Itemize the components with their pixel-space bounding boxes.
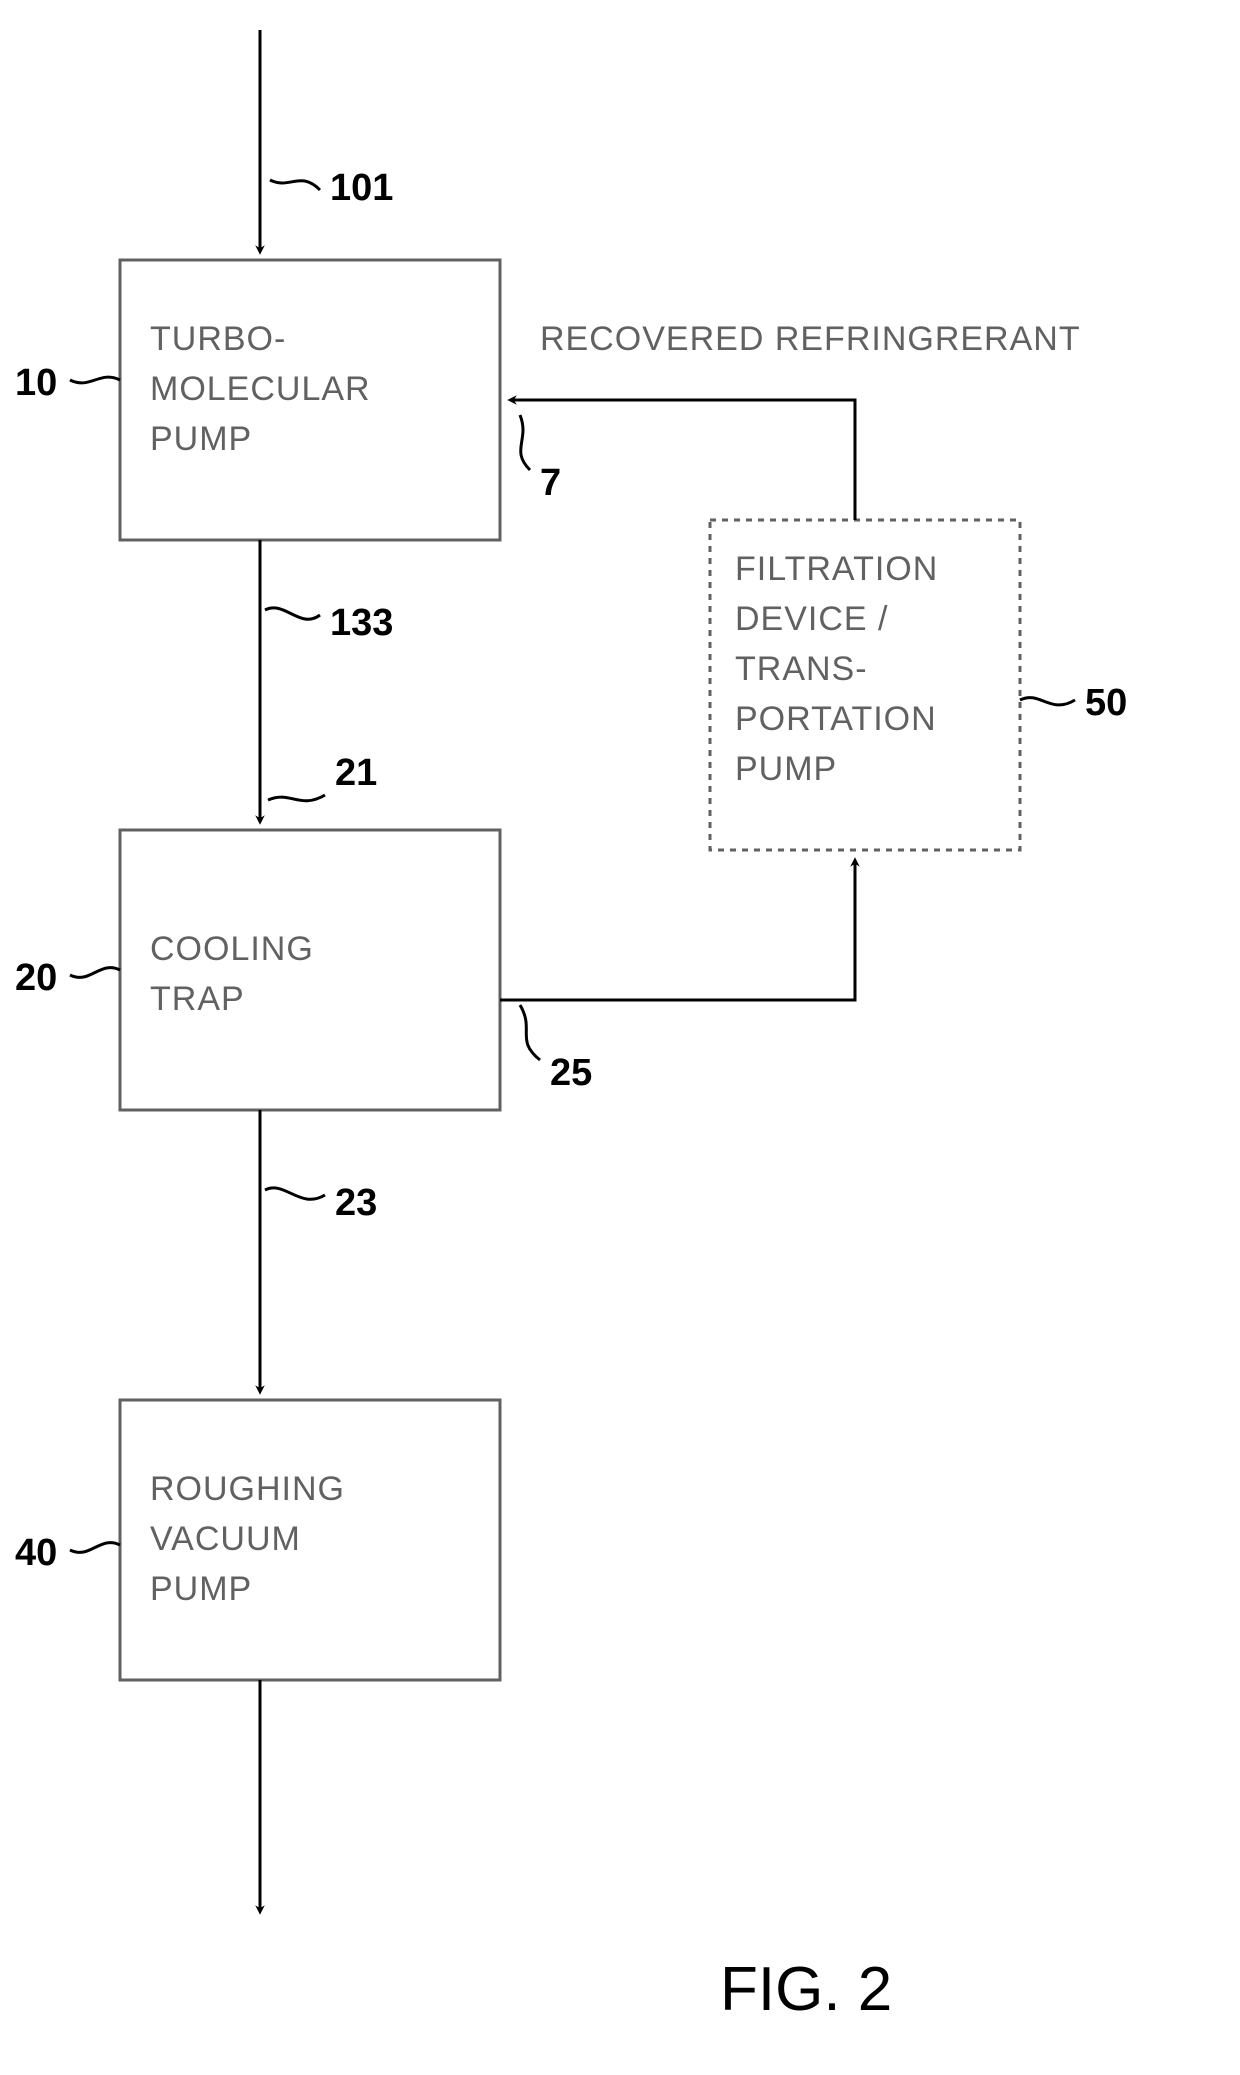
node-turbo-label-1: TURBO- [150, 320, 286, 358]
ref-25: 25 [550, 1052, 592, 1094]
ref-10: 10 [15, 362, 57, 404]
node-filt-label-1: FILTRATION [735, 550, 938, 588]
ref-21: 21 [335, 752, 377, 794]
leader-50 [1020, 698, 1075, 705]
node-filt-label-3: TRANS- [735, 650, 868, 688]
node-rough-label-2: VACUUM [150, 1520, 301, 1558]
ref-50: 50 [1085, 682, 1127, 724]
leader-25 [520, 1005, 540, 1060]
node-rough-label-3: PUMP [150, 1570, 252, 1608]
node-turbo-label-3: PUMP [150, 420, 252, 458]
node-filt-label-4: PORTATION [735, 700, 937, 738]
node-trap [120, 830, 500, 1110]
node-filt-label-5: PUMP [735, 750, 837, 788]
leader-40 [70, 1543, 120, 1553]
arrow-filt-to-turbo [512, 400, 855, 520]
arrow-trap-to-filt [500, 862, 855, 1000]
leader-101 [270, 180, 320, 190]
figure-caption: FIG. 2 [720, 1955, 892, 2024]
recovered-label: RECOVERED REFRINGRERANT [540, 320, 1081, 358]
leader-20 [70, 968, 120, 978]
leader-23 [265, 1188, 325, 1199]
node-filt-label-2: DEVICE / [735, 600, 888, 638]
leader-133 [265, 608, 320, 619]
leader-10 [70, 377, 120, 383]
node-rough-label-1: ROUGHING [150, 1470, 345, 1508]
ref-40: 40 [15, 1532, 57, 1574]
node-trap-label-1: COOLING [150, 930, 314, 968]
node-trap-label-2: TRAP [150, 980, 245, 1018]
diagram-canvas: TURBO- MOLECULAR PUMP COOLING TRAP ROUGH… [0, 0, 1240, 2075]
ref-20: 20 [15, 957, 57, 999]
ref-133: 133 [330, 602, 393, 644]
leader-7 [520, 415, 530, 470]
ref-23: 23 [335, 1182, 377, 1224]
ref-101: 101 [330, 167, 393, 209]
leader-21 [268, 795, 325, 801]
ref-7: 7 [540, 462, 561, 504]
node-turbo-label-2: MOLECULAR [150, 370, 371, 408]
